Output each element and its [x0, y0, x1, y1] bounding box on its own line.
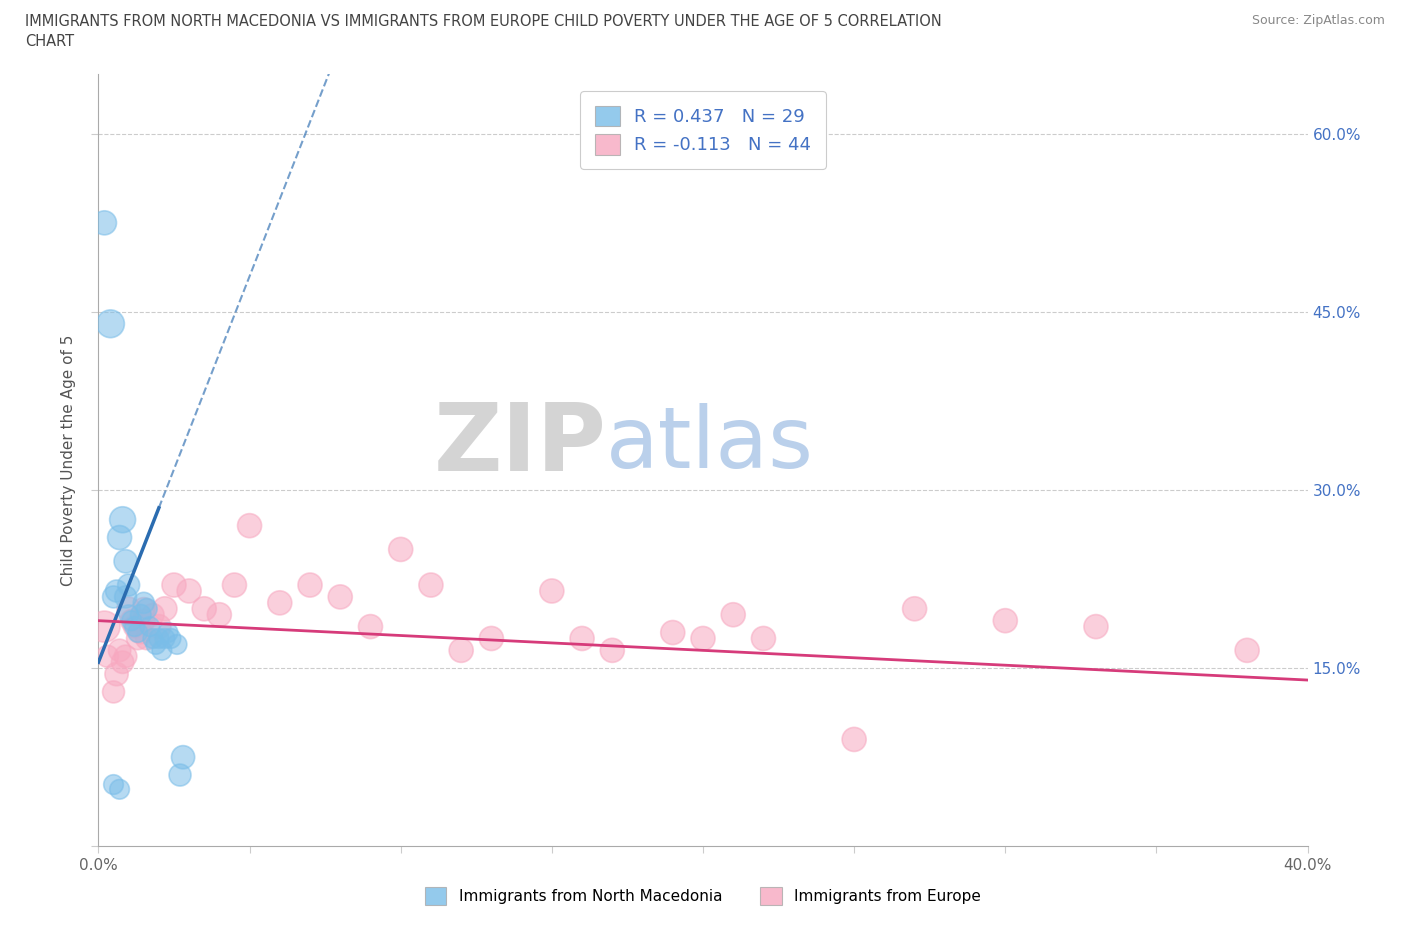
Point	[602, 643, 624, 658]
Point	[114, 554, 136, 569]
Point	[481, 631, 503, 646]
Point	[752, 631, 775, 646]
Point	[124, 619, 146, 634]
Point	[163, 578, 186, 592]
Point	[723, 607, 745, 622]
Point	[145, 637, 167, 652]
Point	[96, 649, 118, 664]
Point	[129, 607, 152, 622]
Text: IMMIGRANTS FROM NORTH MACEDONIA VS IMMIGRANTS FROM EUROPE CHILD POVERTY UNDER TH: IMMIGRANTS FROM NORTH MACEDONIA VS IMMIG…	[25, 14, 942, 29]
Y-axis label: Child Poverty Under the Age of 5: Child Poverty Under the Age of 5	[60, 335, 76, 586]
Point	[299, 578, 322, 592]
Point	[135, 631, 157, 646]
Text: atlas: atlas	[606, 404, 814, 486]
Point	[208, 607, 231, 622]
Point	[93, 216, 115, 231]
Point	[1236, 643, 1258, 658]
Point	[269, 595, 291, 610]
Point	[994, 613, 1017, 628]
Point	[121, 613, 143, 628]
Point	[132, 602, 155, 617]
Point	[129, 625, 152, 640]
Point	[166, 637, 188, 652]
Point	[111, 512, 134, 527]
Point	[904, 602, 927, 617]
Point	[172, 750, 194, 764]
Point	[148, 631, 170, 646]
Point	[420, 578, 443, 592]
Point	[153, 631, 176, 646]
Point	[193, 602, 215, 617]
Point	[329, 590, 352, 604]
Point	[139, 619, 162, 634]
Point	[142, 631, 165, 646]
Point	[108, 643, 131, 658]
Point	[156, 625, 179, 640]
Point	[114, 649, 136, 664]
Point	[118, 578, 141, 592]
Legend: R = 0.437   N = 29, R = -0.113   N = 44: R = 0.437 N = 29, R = -0.113 N = 44	[581, 91, 825, 169]
Point	[132, 595, 155, 610]
Point	[571, 631, 593, 646]
Point	[127, 631, 149, 646]
Point	[105, 583, 128, 598]
Point	[150, 643, 173, 658]
Point	[692, 631, 714, 646]
Point	[661, 625, 683, 640]
Point	[100, 316, 122, 331]
Point	[389, 542, 412, 557]
Point	[108, 530, 131, 545]
Point	[105, 667, 128, 682]
Point	[179, 583, 201, 598]
Point	[1085, 619, 1108, 634]
Point	[169, 767, 191, 782]
Point	[103, 590, 125, 604]
Point	[127, 625, 149, 640]
Point	[450, 643, 472, 658]
Legend: Immigrants from North Macedonia, Immigrants from Europe: Immigrants from North Macedonia, Immigra…	[419, 882, 987, 911]
Point	[103, 777, 125, 792]
Point	[124, 619, 146, 634]
Point	[111, 655, 134, 670]
Point	[844, 732, 866, 747]
Point	[118, 607, 141, 622]
Point	[224, 578, 246, 592]
Point	[132, 613, 155, 628]
Point	[153, 602, 176, 617]
Point	[540, 583, 562, 598]
Point	[108, 782, 131, 797]
Point	[142, 607, 165, 622]
Point	[103, 684, 125, 699]
Point	[239, 518, 262, 533]
Point	[121, 613, 143, 628]
Point	[160, 631, 183, 646]
Text: CHART: CHART	[25, 34, 75, 49]
Point	[118, 602, 141, 617]
Text: ZIP: ZIP	[433, 399, 606, 491]
Point	[360, 619, 382, 634]
Point	[93, 619, 115, 634]
Point	[114, 590, 136, 604]
Point	[148, 619, 170, 634]
Text: Source: ZipAtlas.com: Source: ZipAtlas.com	[1251, 14, 1385, 27]
Point	[135, 602, 157, 617]
